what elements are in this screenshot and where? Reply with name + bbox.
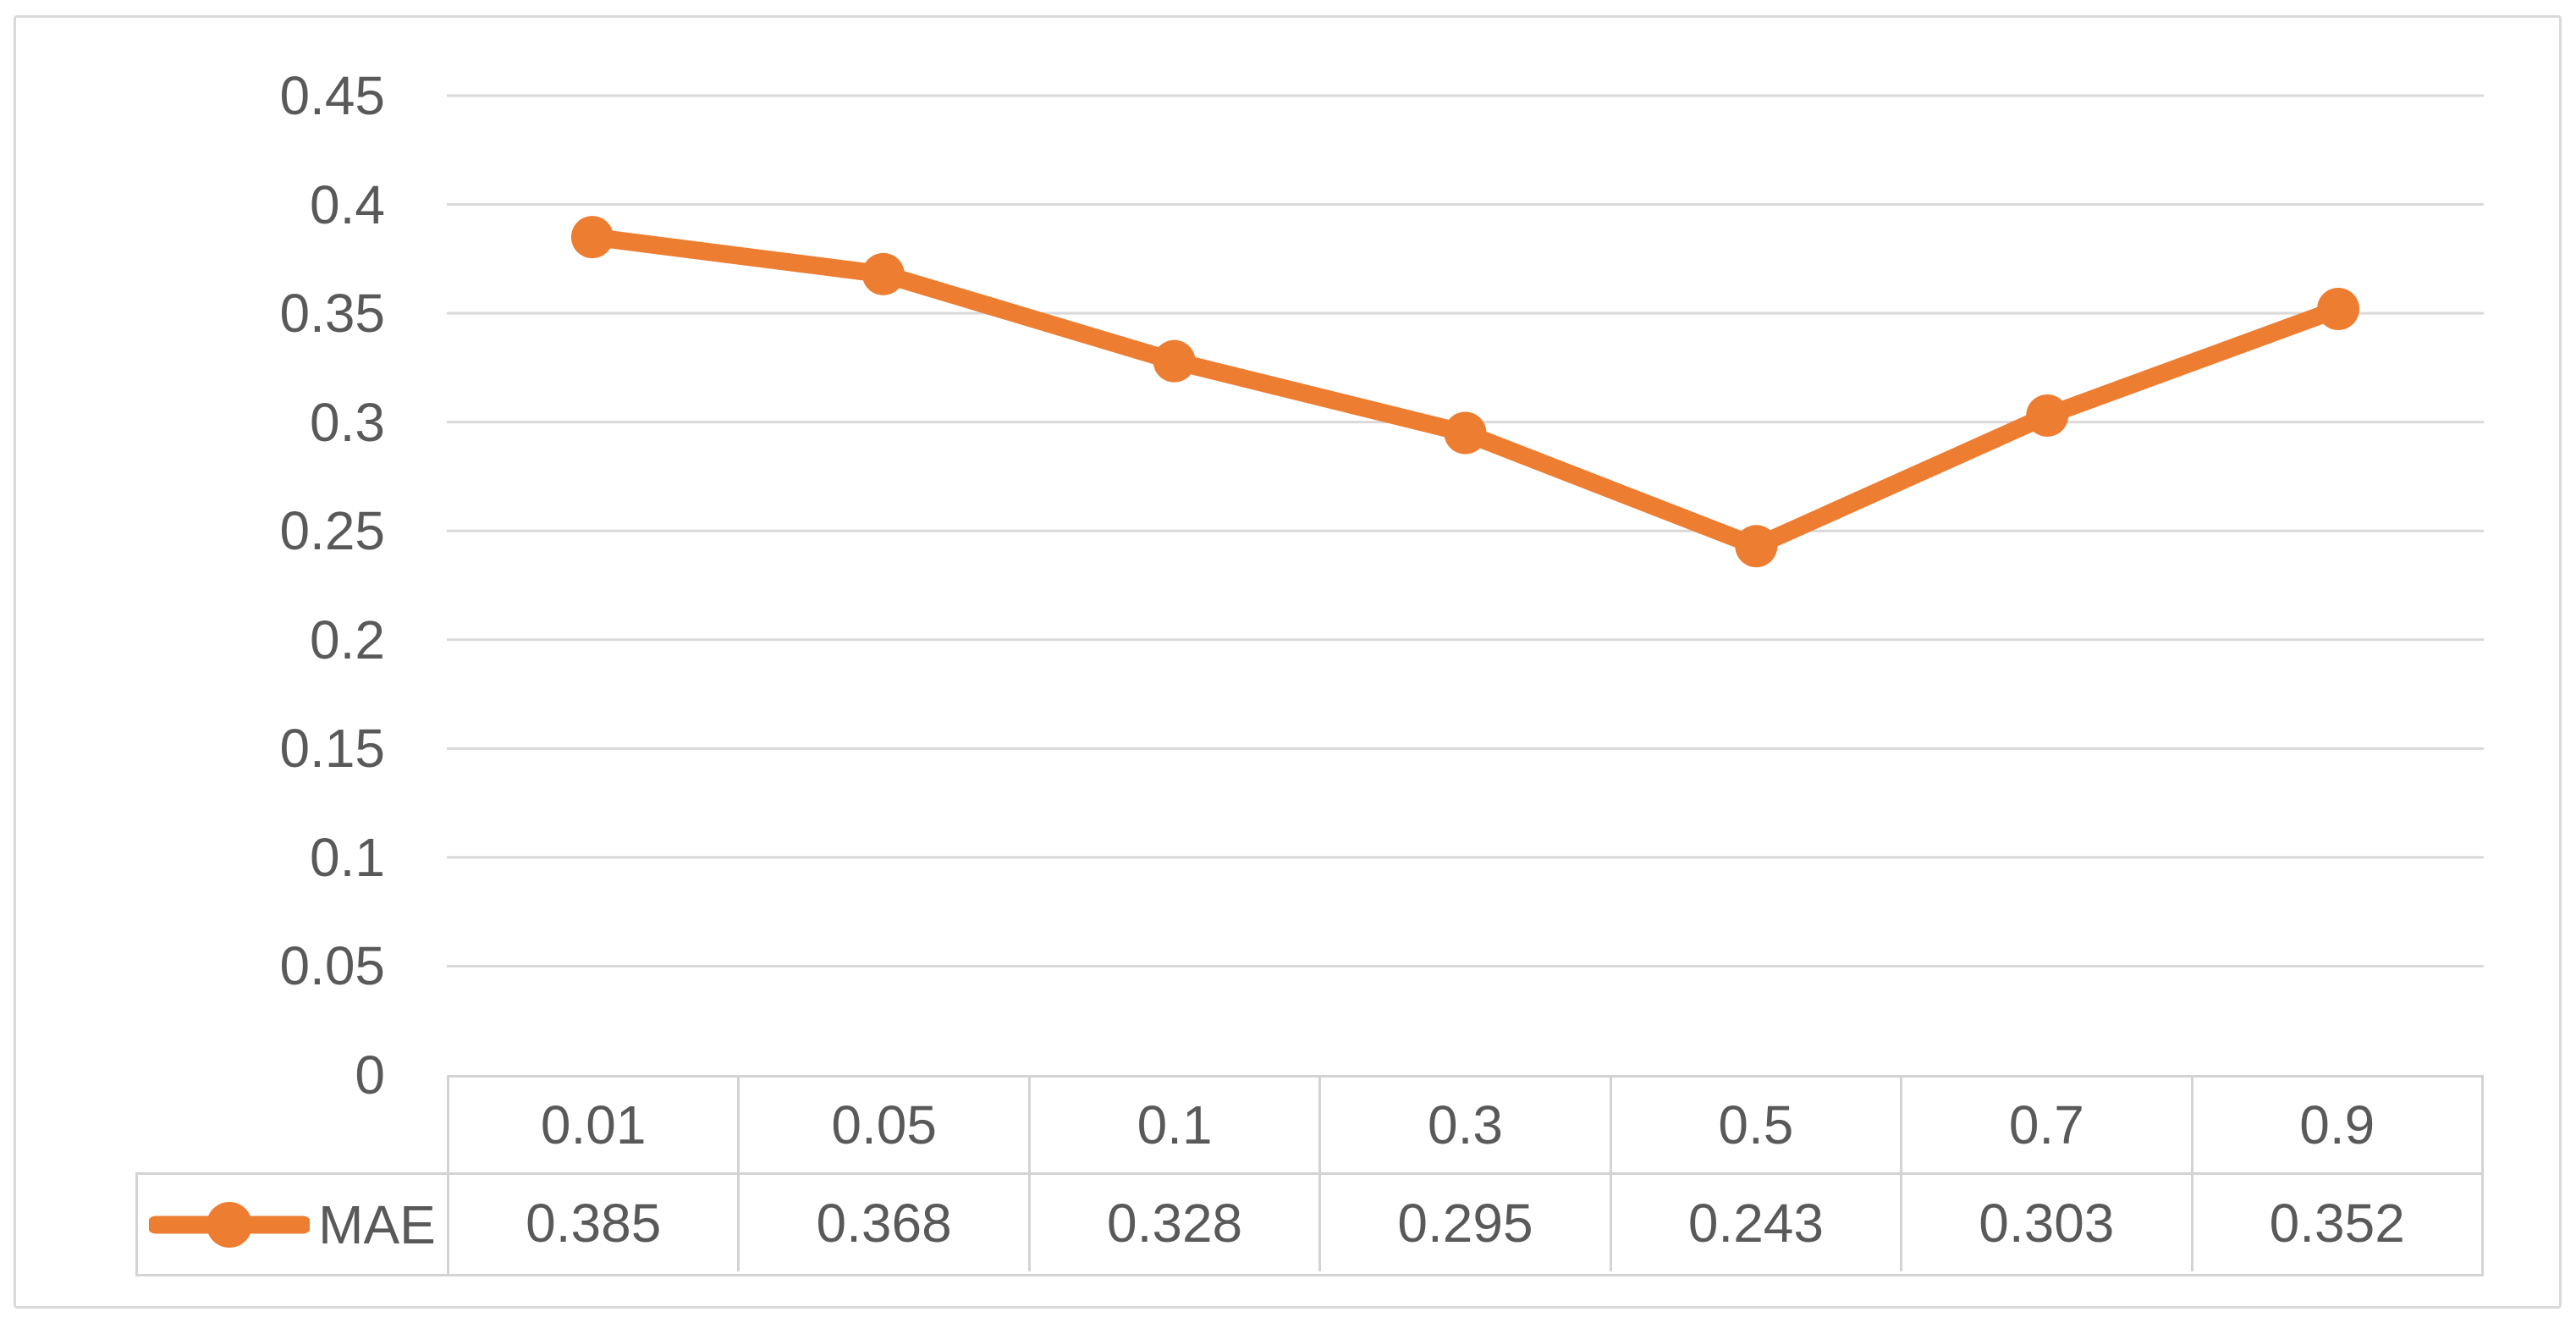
y-axis-tick-label: 0.4 xyxy=(310,174,385,235)
category-cell: 0.9 xyxy=(2190,1078,2481,1172)
value-cell: 0.328 xyxy=(1027,1175,1318,1271)
data-point-marker xyxy=(570,216,614,259)
y-axis-tick-label: 0.25 xyxy=(279,500,385,562)
data-point-marker xyxy=(1444,411,1487,455)
category-row: 0.01 0.05 0.1 0.3 0.5 0.7 0.9 xyxy=(449,1078,2481,1172)
data-point-marker xyxy=(1153,339,1196,383)
value-cell: 0.352 xyxy=(2190,1175,2481,1271)
chart-border-frame xyxy=(14,15,2562,1309)
category-cell: 0.7 xyxy=(1900,1078,2190,1172)
legend-series-label: MAE xyxy=(318,1193,436,1255)
category-cell: 0.3 xyxy=(1318,1078,1609,1172)
y-axis-tick-label: 0 xyxy=(355,1045,385,1105)
legend-cell: MAE xyxy=(135,1172,447,1276)
value-row: 0.385 0.368 0.328 0.295 0.243 0.303 0.352 xyxy=(449,1172,2481,1271)
data-point-marker xyxy=(1735,525,1778,568)
series-line xyxy=(583,228,2348,555)
y-axis-tick-label: 0.15 xyxy=(279,718,385,780)
data-table: 0.01 0.05 0.1 0.3 0.5 0.7 0.9 0.385 0.368 0.328 0… xyxy=(447,1075,2484,1276)
value-cell: 0.243 xyxy=(1609,1175,1900,1271)
y-axis-tick-label: 0.45 xyxy=(279,65,385,126)
y-axis-tick-label: 0.2 xyxy=(310,609,385,670)
data-point-marker xyxy=(861,252,905,295)
value-cell: 0.303 xyxy=(1900,1175,2190,1271)
y-axis-tick-label: 0.35 xyxy=(279,283,385,345)
legend-line-marker-icon xyxy=(149,1201,311,1248)
value-cell: 0.385 xyxy=(526,1193,662,1254)
data-point-marker xyxy=(2026,394,2069,437)
value-cell: 0.295 xyxy=(1318,1175,1609,1271)
category-cell: 0.05 xyxy=(737,1078,1027,1172)
data-point-marker xyxy=(2317,287,2360,330)
category-cell: 0.5 xyxy=(1609,1078,1900,1172)
y-axis-tick-label: 0.3 xyxy=(310,391,385,453)
y-axis-tick-label: 0.05 xyxy=(279,935,385,997)
y-axis-tick-label: 0.1 xyxy=(310,826,385,888)
category-cell: 0.01 xyxy=(540,1094,647,1155)
value-cell: 0.368 xyxy=(737,1175,1027,1271)
category-cell: 0.1 xyxy=(1027,1078,1318,1172)
